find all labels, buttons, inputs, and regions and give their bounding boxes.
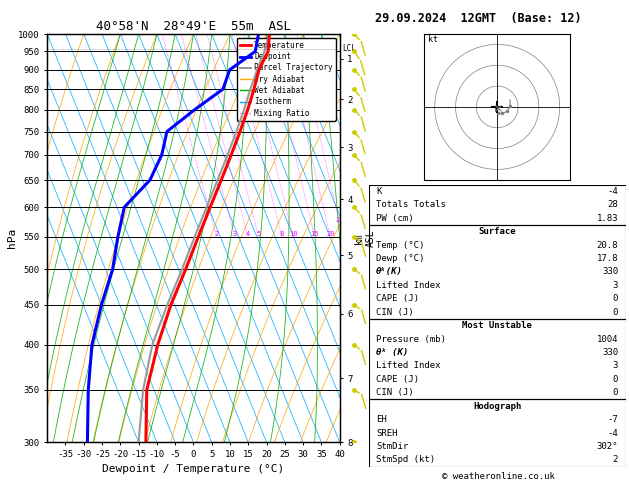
Text: StmDir: StmDir xyxy=(376,442,409,451)
Text: 0: 0 xyxy=(613,388,618,397)
Text: -7: -7 xyxy=(608,415,618,424)
Text: 2: 2 xyxy=(613,455,618,464)
Y-axis label: km
ASL: km ASL xyxy=(354,229,376,247)
Text: © weatheronline.co.uk: © weatheronline.co.uk xyxy=(442,472,555,481)
Text: Surface: Surface xyxy=(479,227,516,236)
Text: Hodograph: Hodograph xyxy=(473,401,521,411)
Text: Totals Totals: Totals Totals xyxy=(376,200,446,209)
Text: 1004: 1004 xyxy=(597,334,618,344)
Text: -4: -4 xyxy=(608,429,618,437)
Text: 3: 3 xyxy=(613,281,618,290)
Text: Dewp (°C): Dewp (°C) xyxy=(376,254,425,263)
Text: 3: 3 xyxy=(233,231,237,237)
Text: 29.09.2024  12GMT  (Base: 12): 29.09.2024 12GMT (Base: 12) xyxy=(375,12,581,25)
Text: K: K xyxy=(376,187,382,196)
Text: CIN (J): CIN (J) xyxy=(376,388,414,397)
Text: 17.8: 17.8 xyxy=(597,254,618,263)
Text: Lifted Index: Lifted Index xyxy=(376,281,441,290)
Text: 20.8: 20.8 xyxy=(597,241,618,250)
Text: Pressure (mb): Pressure (mb) xyxy=(376,334,446,344)
Text: θᵏ (K): θᵏ (K) xyxy=(376,348,409,357)
Text: Temp (°C): Temp (°C) xyxy=(376,241,425,250)
Text: CAPE (J): CAPE (J) xyxy=(376,375,420,384)
Text: -4: -4 xyxy=(608,187,618,196)
Text: kt: kt xyxy=(428,35,438,44)
Text: LCL: LCL xyxy=(343,44,357,53)
Text: Most Unstable: Most Unstable xyxy=(462,321,532,330)
Text: 5: 5 xyxy=(257,231,261,237)
Text: 0: 0 xyxy=(613,308,618,317)
Y-axis label: hPa: hPa xyxy=(7,228,16,248)
Text: 4: 4 xyxy=(246,231,250,237)
Text: θᵏ(K): θᵏ(K) xyxy=(376,267,403,277)
Text: 2: 2 xyxy=(214,231,219,237)
Text: PW (cm): PW (cm) xyxy=(376,214,414,223)
Text: SREH: SREH xyxy=(376,429,398,437)
Text: 25: 25 xyxy=(335,217,343,223)
Text: StmSpd (kt): StmSpd (kt) xyxy=(376,455,435,464)
Text: CAPE (J): CAPE (J) xyxy=(376,295,420,303)
Title: 40°58'N  28°49'E  55m  ASL: 40°58'N 28°49'E 55m ASL xyxy=(96,20,291,33)
Text: 0: 0 xyxy=(613,295,618,303)
Text: 330: 330 xyxy=(602,348,618,357)
Text: CIN (J): CIN (J) xyxy=(376,308,414,317)
Text: 28: 28 xyxy=(608,200,618,209)
Legend: Temperature, Dewpoint, Parcel Trajectory, Dry Adiabat, Wet Adiabat, Isotherm, Mi: Temperature, Dewpoint, Parcel Trajectory… xyxy=(237,38,336,121)
Text: 20: 20 xyxy=(326,231,335,237)
Text: EH: EH xyxy=(376,415,387,424)
Text: 10: 10 xyxy=(289,231,298,237)
Text: 8: 8 xyxy=(280,231,284,237)
Text: 3: 3 xyxy=(613,362,618,370)
X-axis label: Dewpoint / Temperature (°C): Dewpoint / Temperature (°C) xyxy=(103,465,284,474)
Text: 302°: 302° xyxy=(597,442,618,451)
Text: 15: 15 xyxy=(310,231,319,237)
Text: Lifted Index: Lifted Index xyxy=(376,362,441,370)
Text: 330: 330 xyxy=(602,267,618,277)
Text: 1.83: 1.83 xyxy=(597,214,618,223)
Text: 0: 0 xyxy=(613,375,618,384)
